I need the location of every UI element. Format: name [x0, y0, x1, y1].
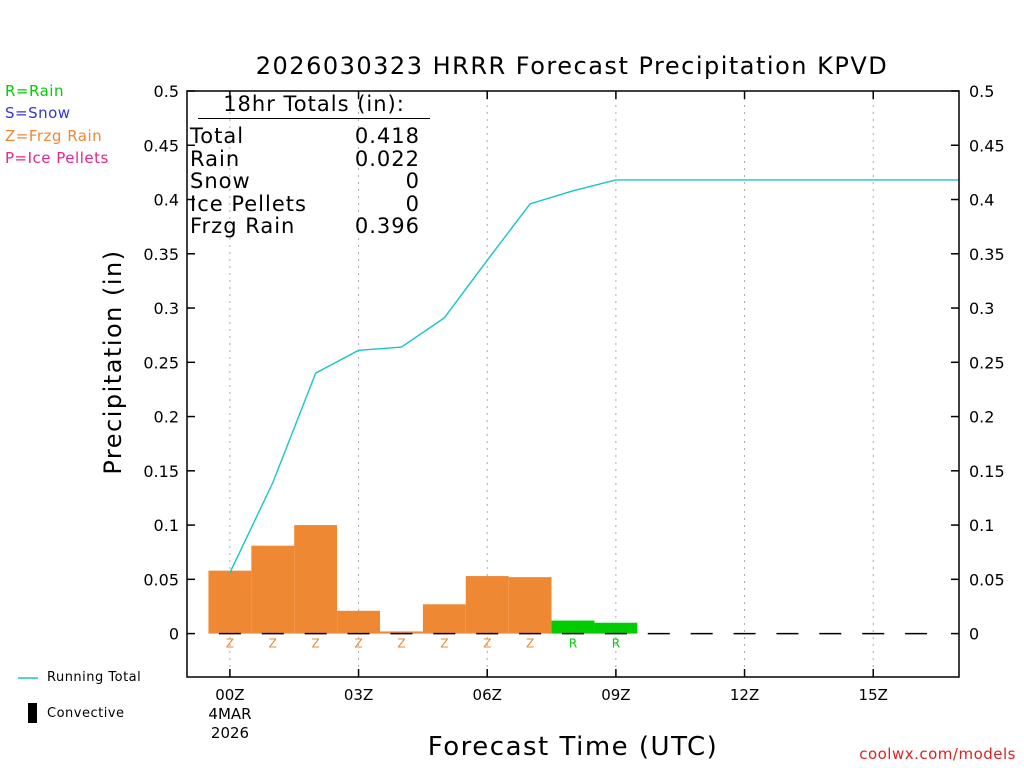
legend-snow: S=Snow	[5, 104, 71, 122]
date-label-day: 4MAR	[208, 705, 252, 723]
y-tick-label: 0.3	[154, 299, 179, 318]
totals-label: Snow	[190, 169, 251, 194]
y-tick-label: 0.3	[969, 299, 994, 318]
precip-bar	[465, 576, 509, 634]
y-tick-label: 0.15	[969, 462, 1005, 481]
totals-row-ice-pellets: Ice Pellets 0	[190, 193, 420, 216]
y-tick-label: 0.5	[154, 82, 179, 101]
y-tick-label: 0.5	[969, 82, 994, 101]
x-tick-label: 06Z	[473, 686, 502, 704]
ptype-label: Z	[354, 637, 362, 651]
totals-row-freezing-rain: Frzg Rain 0.396	[190, 215, 420, 238]
y-tick-label: 0.4	[969, 191, 994, 210]
y-tick-label: 0.2	[969, 408, 994, 427]
y-tick-label: 0.25	[969, 353, 1005, 372]
totals-value: 0.418	[354, 124, 420, 148]
totals-value: 0.396	[354, 214, 420, 239]
y-tick-label: 0.05	[143, 570, 179, 589]
ptype-label: R	[612, 637, 620, 651]
totals-row-rain: Rain 0.022	[190, 146, 420, 171]
totals-value: 0	[405, 169, 420, 194]
ptype-label: Z	[440, 637, 448, 651]
running-total-legend-label: Running Total	[47, 670, 142, 685]
ptype-label: Z	[226, 637, 234, 651]
precip-bar	[422, 604, 466, 634]
precip-bar	[208, 570, 252, 634]
legend-freezing-rain: Z=Frzg Rain	[5, 127, 103, 145]
y-axis-title: Precipitation (in)	[99, 249, 127, 475]
y-tick-label: 0.4	[154, 191, 179, 210]
y-tick-label: 0.1	[154, 516, 179, 535]
precip-bar	[380, 631, 423, 634]
x-tick-label: 15Z	[859, 686, 888, 704]
precip-bar	[551, 620, 595, 634]
date-label-year: 2026	[210, 724, 250, 742]
y-tick-label: 0.15	[143, 462, 179, 481]
totals-box: 18hr Totals (in): Total 0.418 Rain 0.022…	[190, 92, 430, 238]
x-tick-label: 09Z	[601, 686, 630, 704]
ptype-label: Z	[312, 637, 320, 651]
precip-bar	[508, 577, 552, 634]
x-tick-label: 12Z	[730, 686, 759, 704]
totals-header: 18hr Totals (in):	[198, 92, 430, 119]
site-credit[interactable]: coolwx.com/models	[859, 745, 1016, 763]
legend-ice-pellets: P=Ice Pellets	[5, 149, 109, 167]
totals-row-snow: Snow 0	[190, 170, 420, 193]
totals-label: Frzg Rain	[190, 214, 296, 239]
y-tick-label: 0.05	[969, 570, 1005, 589]
x-tick-label: 00Z	[215, 686, 244, 704]
running-total-line	[229, 179, 959, 574]
totals-label: Ice Pellets	[190, 191, 307, 216]
x-axis-title: Forecast Time (UTC)	[427, 732, 719, 762]
y-tick-label: 0.2	[154, 408, 179, 427]
ptype-label: Z	[526, 637, 534, 651]
legend-rain: R=Rain	[5, 82, 64, 100]
y-tick-label: 0.25	[143, 353, 179, 372]
totals-label: Total	[190, 124, 245, 148]
chart-title: 2026030323 HRRR Forecast Precipitation K…	[255, 52, 889, 80]
totals-row-total: Total 0.418	[190, 125, 420, 148]
y-tick-label: 0	[169, 625, 179, 644]
y-tick-label: 0.45	[969, 136, 1005, 155]
precip-bar	[337, 610, 380, 634]
y-tick-label: 0.35	[969, 245, 1005, 264]
precip-bar	[594, 622, 638, 634]
precip-bar	[294, 525, 338, 634]
ptype-label: Z	[269, 637, 277, 651]
totals-value: 0	[405, 191, 420, 216]
ptype-label: Z	[397, 637, 405, 651]
y-tick-label: 0.35	[143, 245, 179, 264]
plot-frame	[186, 90, 960, 678]
y-tick-label: 0.1	[969, 516, 994, 535]
precip-bar	[251, 545, 295, 634]
convective-legend-label: Convective	[47, 706, 125, 721]
totals-label: Rain	[190, 146, 241, 171]
y-tick-label: 0	[969, 625, 979, 644]
convective-legend-swatch	[28, 703, 37, 723]
ptype-label: R	[569, 637, 577, 651]
x-tick-label: 03Z	[344, 686, 373, 704]
totals-value: 0.022	[354, 146, 420, 171]
ptype-label: Z	[483, 637, 491, 651]
y-tick-label: 0.45	[143, 136, 179, 155]
